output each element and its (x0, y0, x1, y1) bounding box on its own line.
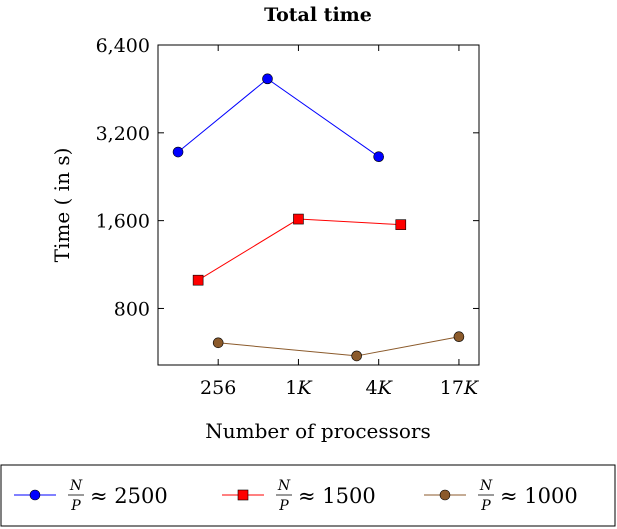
y-tick-label: 6,400 (96, 35, 150, 57)
x-tick-label-suffix: K (377, 377, 394, 399)
legend-denominator: P (278, 498, 289, 514)
legend-numerator: N (479, 478, 493, 494)
data-point (373, 151, 384, 163)
data-point (192, 274, 204, 286)
x-tick-label: 4K (366, 377, 394, 399)
x-tick-label-suffix: K (463, 377, 480, 399)
x-tick-label-number: 17 (440, 377, 464, 399)
y-tick-label: 1,600 (96, 211, 150, 233)
series-3 (212, 331, 465, 362)
x-tick-label-number: 1 (285, 377, 297, 399)
data-point (351, 350, 362, 362)
x-tick-label: 256 (200, 377, 236, 399)
y-tick-label: 3,200 (96, 123, 150, 145)
data-point (262, 73, 273, 85)
legend: NP ≈ 2500 NP ≈ 1500 NP ≈ 1000 (14, 478, 578, 514)
chart-title: Total time (264, 4, 372, 26)
legend-denominator: P (70, 498, 81, 514)
data-point (395, 219, 407, 230)
x-tick-label: 1K (285, 377, 313, 399)
legend-entry-3: NP ≈ 1000 (424, 478, 578, 514)
plot-frame (157, 44, 480, 366)
legend-entry-1: NP ≈ 2500 (14, 478, 168, 514)
legend-marker (439, 489, 451, 501)
y-axis-title: Time ( in s) (50, 148, 74, 263)
legend-label: ≈ 1000 (500, 484, 578, 508)
data-point (212, 337, 224, 349)
data-point (453, 331, 465, 343)
legend-marker (237, 489, 249, 501)
series-1 (172, 73, 384, 163)
legend-label: ≈ 2500 (90, 484, 168, 508)
y-tick-label: 800 (114, 298, 150, 320)
series-2 (192, 213, 407, 286)
y-axis-ticks: 800 1,600 3,200 6,400 (96, 35, 479, 320)
x-tick-label-number: 4 (366, 377, 378, 399)
x-axis-ticks: 256 1K 4K 17K (200, 45, 480, 399)
data-point (172, 146, 184, 158)
legend-entry-2: NP ≈ 1500 (222, 478, 376, 514)
legend-label: ≈ 1500 (298, 484, 376, 508)
legend-denominator: P (480, 498, 491, 514)
legend-numerator: N (277, 478, 291, 494)
legend-numerator: N (69, 478, 83, 494)
x-tick-label-suffix: K (296, 377, 313, 399)
x-tick-label-number: 256 (200, 377, 236, 399)
x-tick-label: 17K (440, 377, 480, 399)
series-line (177, 78, 379, 158)
series-line (197, 218, 401, 281)
legend-marker (29, 489, 41, 501)
legend-box (0, 464, 616, 527)
data-point (293, 213, 304, 225)
x-axis-title: Number of processors (205, 419, 431, 443)
series-line (218, 336, 460, 357)
series-layer (172, 73, 465, 362)
